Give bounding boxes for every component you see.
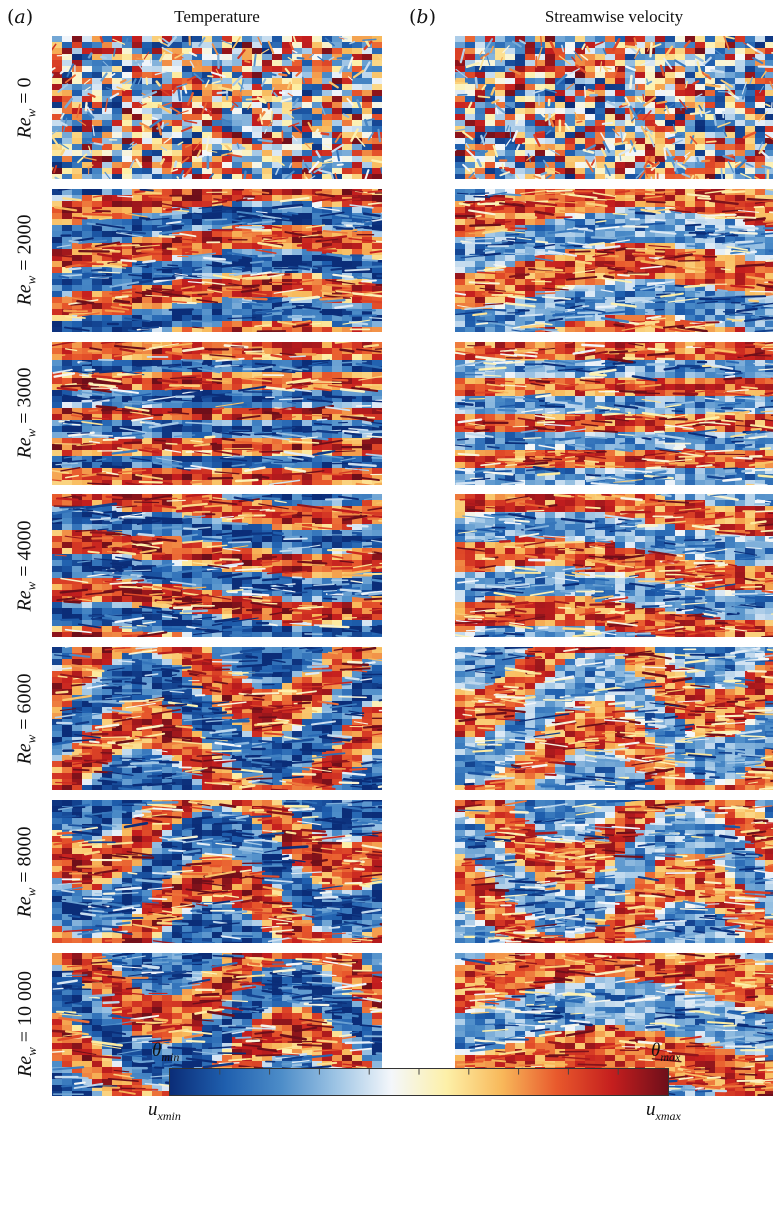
row-label-re-w-6000: Rew = 6000 xyxy=(14,673,40,765)
colorbar-label-u-max: uxmax xyxy=(646,1099,681,1123)
row-label-re-w-4000: Rew = 4000 xyxy=(14,520,40,612)
colorbar-label-theta-max: θmax xyxy=(651,1040,681,1064)
colorbar xyxy=(169,1068,669,1096)
row-label-re-w-2000: Rew = 2000 xyxy=(14,214,40,306)
velocity-field-re-w-0 xyxy=(455,36,773,179)
colorbar-label-theta-min: θmin xyxy=(152,1040,180,1064)
colorbar-label-u-min: uxmin xyxy=(148,1099,181,1123)
velocity-field-re-w-4000 xyxy=(455,494,773,638)
temperature-field-re-w-2000 xyxy=(52,188,382,332)
row-label-re-w-8000: Rew = 8000 xyxy=(14,825,40,918)
velocity-field-re-w-8000 xyxy=(455,800,773,943)
velocity-field-re-w-2000 xyxy=(455,188,773,332)
panel-title-streamwise-velocity: Streamwise velocity xyxy=(544,7,684,26)
row-label-re-w-3000: Rew = 3000 xyxy=(14,367,40,459)
temperature-field-re-w-6000 xyxy=(52,647,382,791)
panel-letter-b: (b) xyxy=(409,6,437,28)
panel-title-temperature: Temperature xyxy=(174,7,260,26)
row-label-re-w-0: Rew = 0 xyxy=(14,76,40,139)
temperature-field-re-w-4000 xyxy=(52,494,382,638)
velocity-field-re-w-3000 xyxy=(455,341,773,485)
temperature-field-re-w-8000 xyxy=(52,800,382,943)
row-label-re-w-10000: Rew = 10 000 xyxy=(14,971,40,1078)
temperature-field-re-w-0 xyxy=(52,36,382,179)
temperature-field-re-w-3000 xyxy=(52,341,382,485)
velocity-field-re-w-6000 xyxy=(455,647,773,791)
panel-letter-a: (a) xyxy=(7,6,34,28)
